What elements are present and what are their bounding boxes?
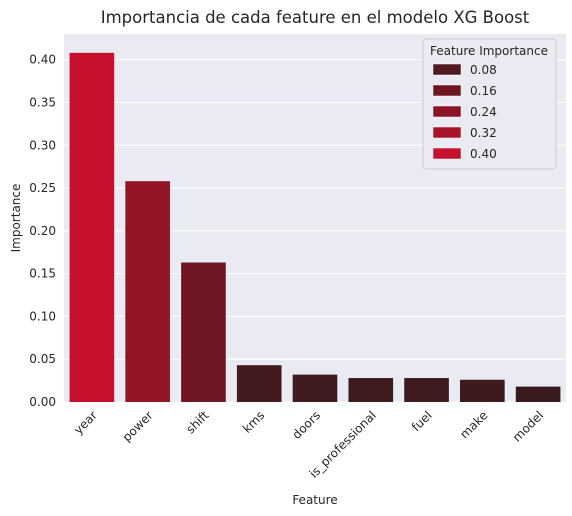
bar-fuel [404, 378, 449, 402]
legend-swatch [432, 126, 462, 139]
x-tick-label: make [457, 408, 490, 441]
x-tick-label: year [71, 408, 100, 437]
x-tick-label: power [120, 408, 156, 444]
legend-label: 0.24 [470, 105, 497, 119]
x-axis-label: Feature [292, 493, 337, 507]
legend: Feature Importance 0.08 0.16 0.24 0.32 0.40 [422, 38, 557, 170]
legend-swatch [432, 105, 462, 118]
bar-year [69, 52, 115, 402]
y-tick-label: 0.35 [29, 95, 56, 109]
bar-is_professional [348, 378, 394, 402]
y-tick-label: 0.05 [29, 352, 56, 366]
y-tick-label: 0.00 [29, 395, 56, 409]
y-tick-label: 0.30 [29, 138, 56, 152]
bar-kms [236, 365, 282, 402]
bars [69, 52, 561, 402]
y-tick-label: 0.15 [29, 267, 56, 281]
y-axis-label: Importance [9, 184, 23, 253]
y-tick-label: 0.25 [29, 181, 56, 195]
x-tick-label: kms [240, 408, 267, 435]
chart-title: Importancia de cada feature en el modelo… [101, 8, 530, 27]
x-tick-label: fuel [409, 408, 435, 434]
bar-shift [181, 262, 226, 402]
legend-entries: 0.08 0.16 0.24 0.32 0.40 [432, 63, 497, 161]
y-tick-label: 0.20 [29, 224, 56, 238]
bar-power [125, 181, 170, 402]
bar-model [515, 386, 561, 402]
bar-doors [292, 374, 338, 402]
y-tick-label: 0.40 [29, 53, 56, 67]
legend-label: 0.16 [470, 84, 497, 98]
legend-label: 0.08 [470, 63, 497, 77]
x-tick-label: model [510, 408, 546, 444]
legend-swatch [432, 84, 462, 97]
legend-swatch [432, 63, 462, 76]
legend-label: 0.32 [470, 126, 497, 140]
x-tick-label: doors [290, 408, 324, 442]
legend-label: 0.40 [470, 147, 497, 161]
legend-swatch [432, 147, 462, 160]
legend-title: Feature Importance [430, 44, 548, 58]
x-tick-label: shift [183, 408, 211, 436]
y-tick-labels: 0.00 0.05 0.10 0.15 0.20 0.25 0.30 0.35 0.40 [29, 53, 56, 409]
y-tick-label: 0.10 [29, 309, 56, 323]
bar-make [460, 379, 505, 402]
